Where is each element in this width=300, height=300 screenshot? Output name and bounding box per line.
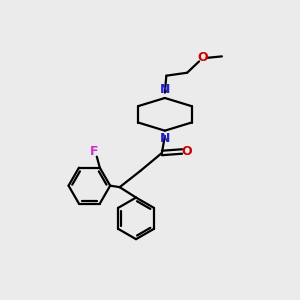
Text: O: O [182, 145, 193, 158]
Text: O: O [197, 51, 208, 64]
Text: F: F [90, 145, 98, 158]
Text: N: N [160, 133, 170, 146]
Text: N: N [160, 83, 170, 96]
